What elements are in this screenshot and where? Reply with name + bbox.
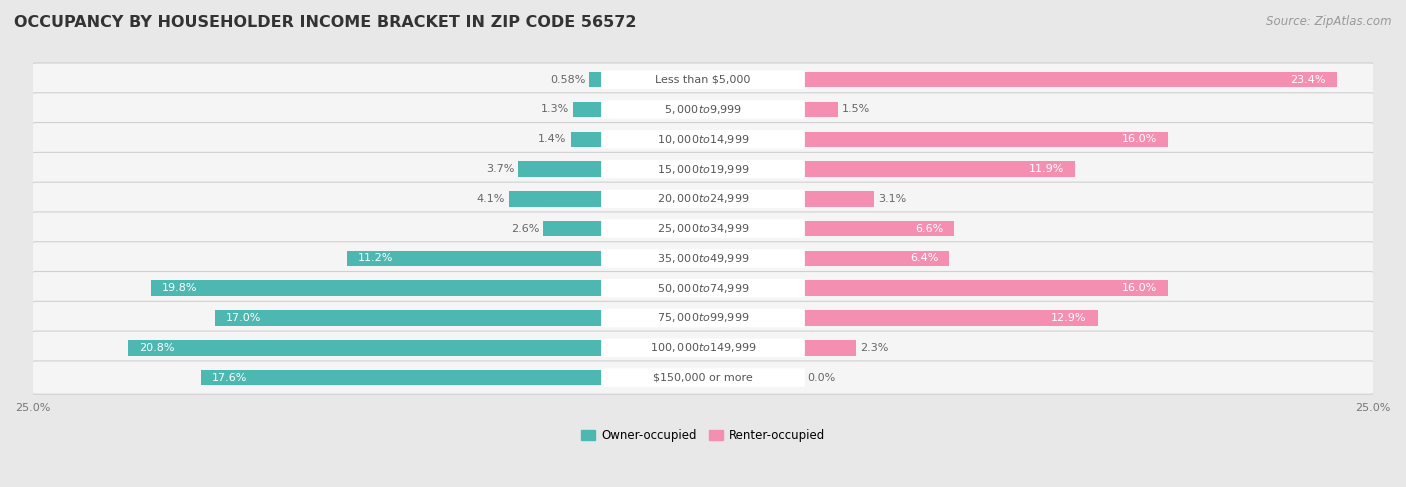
FancyBboxPatch shape xyxy=(31,242,1375,275)
FancyBboxPatch shape xyxy=(602,100,804,119)
Text: 2.6%: 2.6% xyxy=(510,224,538,234)
Bar xyxy=(804,251,949,266)
Bar xyxy=(543,221,602,236)
FancyBboxPatch shape xyxy=(602,368,804,387)
Bar xyxy=(201,370,602,385)
Text: 1.5%: 1.5% xyxy=(842,105,870,114)
Text: 0.0%: 0.0% xyxy=(807,373,835,383)
Bar xyxy=(804,102,838,117)
Bar xyxy=(804,131,1168,147)
Text: 11.2%: 11.2% xyxy=(359,253,394,263)
Bar xyxy=(152,281,602,296)
Text: 0.58%: 0.58% xyxy=(550,75,585,85)
Text: 11.9%: 11.9% xyxy=(1029,164,1064,174)
FancyBboxPatch shape xyxy=(31,361,1375,394)
Bar xyxy=(804,310,1098,326)
Bar xyxy=(804,161,1074,177)
Text: $100,000 to $149,999: $100,000 to $149,999 xyxy=(650,341,756,354)
Bar xyxy=(804,281,1168,296)
Bar xyxy=(571,131,602,147)
Text: $75,000 to $99,999: $75,000 to $99,999 xyxy=(657,312,749,324)
FancyBboxPatch shape xyxy=(602,309,804,327)
Text: 12.9%: 12.9% xyxy=(1052,313,1087,323)
Text: 3.1%: 3.1% xyxy=(879,194,907,204)
Text: 16.0%: 16.0% xyxy=(1122,134,1157,144)
Text: 17.0%: 17.0% xyxy=(226,313,262,323)
Text: $20,000 to $24,999: $20,000 to $24,999 xyxy=(657,192,749,206)
FancyBboxPatch shape xyxy=(31,93,1375,126)
FancyBboxPatch shape xyxy=(602,130,804,149)
Text: $25,000 to $34,999: $25,000 to $34,999 xyxy=(657,222,749,235)
Text: Less than $5,000: Less than $5,000 xyxy=(655,75,751,85)
FancyBboxPatch shape xyxy=(31,212,1375,245)
FancyBboxPatch shape xyxy=(602,338,804,357)
FancyBboxPatch shape xyxy=(31,152,1375,186)
Bar xyxy=(215,310,602,326)
Text: OCCUPANCY BY HOUSEHOLDER INCOME BRACKET IN ZIP CODE 56572: OCCUPANCY BY HOUSEHOLDER INCOME BRACKET … xyxy=(14,15,637,30)
FancyBboxPatch shape xyxy=(31,182,1375,216)
Bar xyxy=(804,191,875,206)
Text: 6.6%: 6.6% xyxy=(915,224,943,234)
Bar xyxy=(589,72,602,88)
Bar xyxy=(804,340,856,356)
Bar xyxy=(804,221,953,236)
Text: $5,000 to $9,999: $5,000 to $9,999 xyxy=(664,103,742,116)
Bar xyxy=(572,102,602,117)
FancyBboxPatch shape xyxy=(31,63,1375,96)
FancyBboxPatch shape xyxy=(31,301,1375,335)
FancyBboxPatch shape xyxy=(602,219,804,238)
Bar xyxy=(804,72,1337,88)
Bar xyxy=(128,340,602,356)
Text: 20.8%: 20.8% xyxy=(139,343,174,353)
Text: 17.6%: 17.6% xyxy=(212,373,247,383)
Text: 3.7%: 3.7% xyxy=(485,164,515,174)
Text: 23.4%: 23.4% xyxy=(1291,75,1326,85)
FancyBboxPatch shape xyxy=(602,160,804,178)
Text: $35,000 to $49,999: $35,000 to $49,999 xyxy=(657,252,749,265)
Text: $150,000 or more: $150,000 or more xyxy=(654,373,752,383)
Text: 16.0%: 16.0% xyxy=(1122,283,1157,293)
Text: 19.8%: 19.8% xyxy=(162,283,197,293)
Bar xyxy=(519,161,602,177)
FancyBboxPatch shape xyxy=(31,272,1375,305)
Text: 1.4%: 1.4% xyxy=(538,134,567,144)
Bar xyxy=(347,251,602,266)
FancyBboxPatch shape xyxy=(602,279,804,298)
Text: $50,000 to $74,999: $50,000 to $74,999 xyxy=(657,281,749,295)
FancyBboxPatch shape xyxy=(31,123,1375,156)
Text: $15,000 to $19,999: $15,000 to $19,999 xyxy=(657,163,749,175)
Text: 4.1%: 4.1% xyxy=(477,194,505,204)
FancyBboxPatch shape xyxy=(602,71,804,89)
Text: Source: ZipAtlas.com: Source: ZipAtlas.com xyxy=(1267,15,1392,28)
FancyBboxPatch shape xyxy=(602,189,804,208)
FancyBboxPatch shape xyxy=(602,249,804,268)
Text: $10,000 to $14,999: $10,000 to $14,999 xyxy=(657,133,749,146)
Text: 2.3%: 2.3% xyxy=(860,343,889,353)
FancyBboxPatch shape xyxy=(31,331,1375,364)
Bar xyxy=(509,191,602,206)
Legend: Owner-occupied, Renter-occupied: Owner-occupied, Renter-occupied xyxy=(576,424,830,447)
Text: 1.3%: 1.3% xyxy=(540,105,569,114)
Text: 6.4%: 6.4% xyxy=(910,253,939,263)
